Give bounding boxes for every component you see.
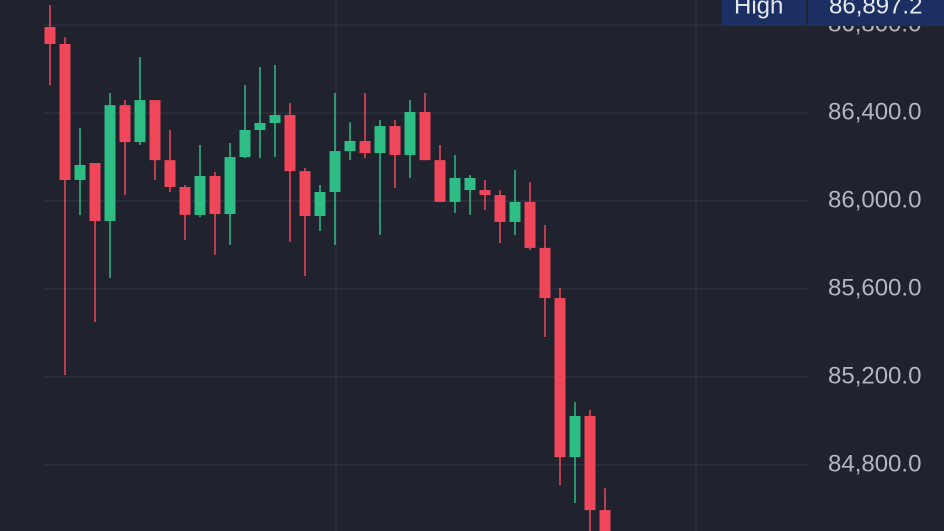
candle-body [344, 140, 356, 152]
candle-body [329, 151, 341, 193]
candle-body [314, 192, 326, 217]
candle-body [449, 177, 461, 202]
candle-body [104, 105, 116, 222]
high-label: High [734, 0, 783, 19]
candle-body [464, 177, 476, 191]
candle-body [599, 510, 611, 531]
candle-body [299, 171, 311, 217]
high-label-box [722, 0, 806, 26]
candle-body [269, 115, 281, 123]
candle-body [59, 43, 71, 180]
high-badge: High 86,897.2 [722, 0, 944, 26]
candle-body [404, 111, 416, 156]
high-value-box [808, 0, 944, 26]
candle-body [284, 115, 296, 172]
candle-body [149, 100, 161, 161]
candle-body [419, 111, 431, 161]
candle-body [239, 130, 251, 158]
y-tick-label: 84,800.0 [828, 450, 921, 477]
y-tick-label: 85,200.0 [828, 362, 921, 389]
candle-body [374, 126, 386, 154]
candle-body [194, 175, 206, 215]
candle-body [224, 157, 236, 215]
candle-body [494, 195, 506, 222]
candle-body [359, 140, 371, 154]
candle-body [509, 201, 521, 222]
y-tick-label: 86,400.0 [828, 98, 921, 125]
candle-body [74, 164, 86, 180]
candle-body [44, 27, 56, 44]
candle-body [179, 186, 191, 215]
candle-body [89, 162, 101, 222]
y-tick-label: 85,600.0 [828, 274, 921, 301]
candle-body [209, 175, 221, 215]
candles [44, 5, 611, 531]
y-tick-label: 86,000.0 [828, 186, 921, 213]
candle-body [134, 100, 146, 143]
candle-body [479, 190, 491, 196]
candle-body [119, 105, 131, 143]
candle-body [539, 247, 551, 299]
candle-body [434, 160, 446, 202]
candle-body [254, 122, 266, 131]
candle-body [389, 126, 401, 156]
candle-body [554, 298, 566, 458]
candle-body [584, 415, 596, 511]
candle-body [569, 415, 581, 458]
candle-body [164, 160, 176, 187]
candle-body [524, 201, 536, 248]
high-value: 86,897.2 [829, 0, 922, 19]
